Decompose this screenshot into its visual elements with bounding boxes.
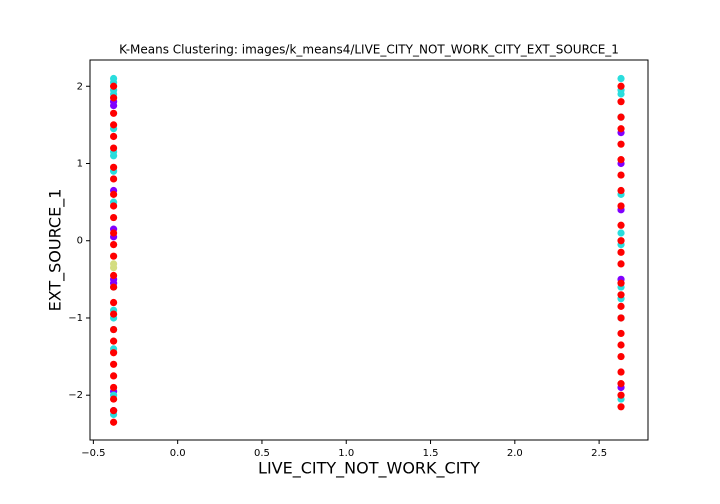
point bbox=[110, 109, 118, 117]
point bbox=[110, 252, 118, 260]
point bbox=[110, 163, 118, 171]
point bbox=[110, 372, 118, 380]
point bbox=[617, 202, 625, 210]
point bbox=[617, 237, 625, 245]
point bbox=[110, 213, 118, 222]
point bbox=[110, 229, 118, 237]
y-tick-label: 2 bbox=[77, 81, 83, 92]
point bbox=[110, 74, 118, 83]
point bbox=[617, 186, 625, 195]
point bbox=[617, 113, 625, 121]
point bbox=[110, 407, 118, 415]
point bbox=[110, 175, 118, 183]
point bbox=[617, 156, 625, 164]
point bbox=[617, 248, 625, 256]
plot-frame bbox=[89, 59, 649, 441]
point bbox=[617, 171, 625, 179]
point bbox=[110, 271, 118, 280]
x-tick-label: 0.0 bbox=[170, 448, 186, 459]
point bbox=[617, 314, 625, 322]
x-tick-label: 1.5 bbox=[423, 448, 439, 459]
point bbox=[110, 298, 118, 307]
point bbox=[617, 329, 625, 338]
point bbox=[110, 337, 118, 345]
chart-title: K-Means Clustering: images/k_means4/LIVE… bbox=[119, 43, 619, 57]
point bbox=[110, 325, 118, 334]
point bbox=[110, 349, 118, 357]
point bbox=[110, 190, 118, 198]
point bbox=[110, 144, 118, 152]
point bbox=[110, 383, 118, 392]
y-tick-label: 0 bbox=[77, 236, 83, 247]
point bbox=[110, 82, 118, 90]
point bbox=[617, 368, 625, 376]
point bbox=[110, 240, 118, 249]
point bbox=[110, 395, 118, 403]
point bbox=[110, 283, 118, 291]
point bbox=[617, 380, 625, 388]
point bbox=[617, 302, 625, 310]
point bbox=[617, 74, 625, 83]
point bbox=[617, 403, 625, 411]
point bbox=[617, 82, 625, 90]
point bbox=[110, 264, 118, 272]
point bbox=[110, 360, 118, 368]
point bbox=[110, 310, 118, 318]
point bbox=[617, 221, 625, 229]
y-tick-label: −2 bbox=[68, 390, 83, 401]
x-tick-label: 2.5 bbox=[591, 448, 607, 459]
point bbox=[617, 125, 625, 133]
point bbox=[617, 352, 625, 361]
point bbox=[110, 132, 118, 141]
point bbox=[110, 418, 118, 426]
x-tick-label: 2.0 bbox=[507, 448, 523, 459]
point bbox=[110, 94, 118, 102]
point bbox=[617, 229, 625, 237]
point bbox=[617, 98, 625, 106]
x-tick-label: −0.5 bbox=[81, 448, 105, 459]
x-tick-label: 1.0 bbox=[338, 448, 354, 459]
point bbox=[110, 121, 118, 129]
point bbox=[110, 202, 118, 210]
y-tick-label: −1 bbox=[68, 313, 83, 324]
point bbox=[617, 341, 625, 349]
y-tick-label: 1 bbox=[77, 158, 83, 169]
y-axis-label: EXT_SOURCE_1 bbox=[46, 189, 66, 312]
point bbox=[617, 291, 625, 299]
point bbox=[617, 140, 625, 148]
x-tick-label: 0.5 bbox=[254, 448, 270, 459]
point bbox=[617, 391, 625, 399]
point bbox=[617, 260, 625, 268]
x-axis-label: LIVE_CITY_NOT_WORK_CITY bbox=[258, 459, 480, 479]
point bbox=[617, 279, 625, 287]
